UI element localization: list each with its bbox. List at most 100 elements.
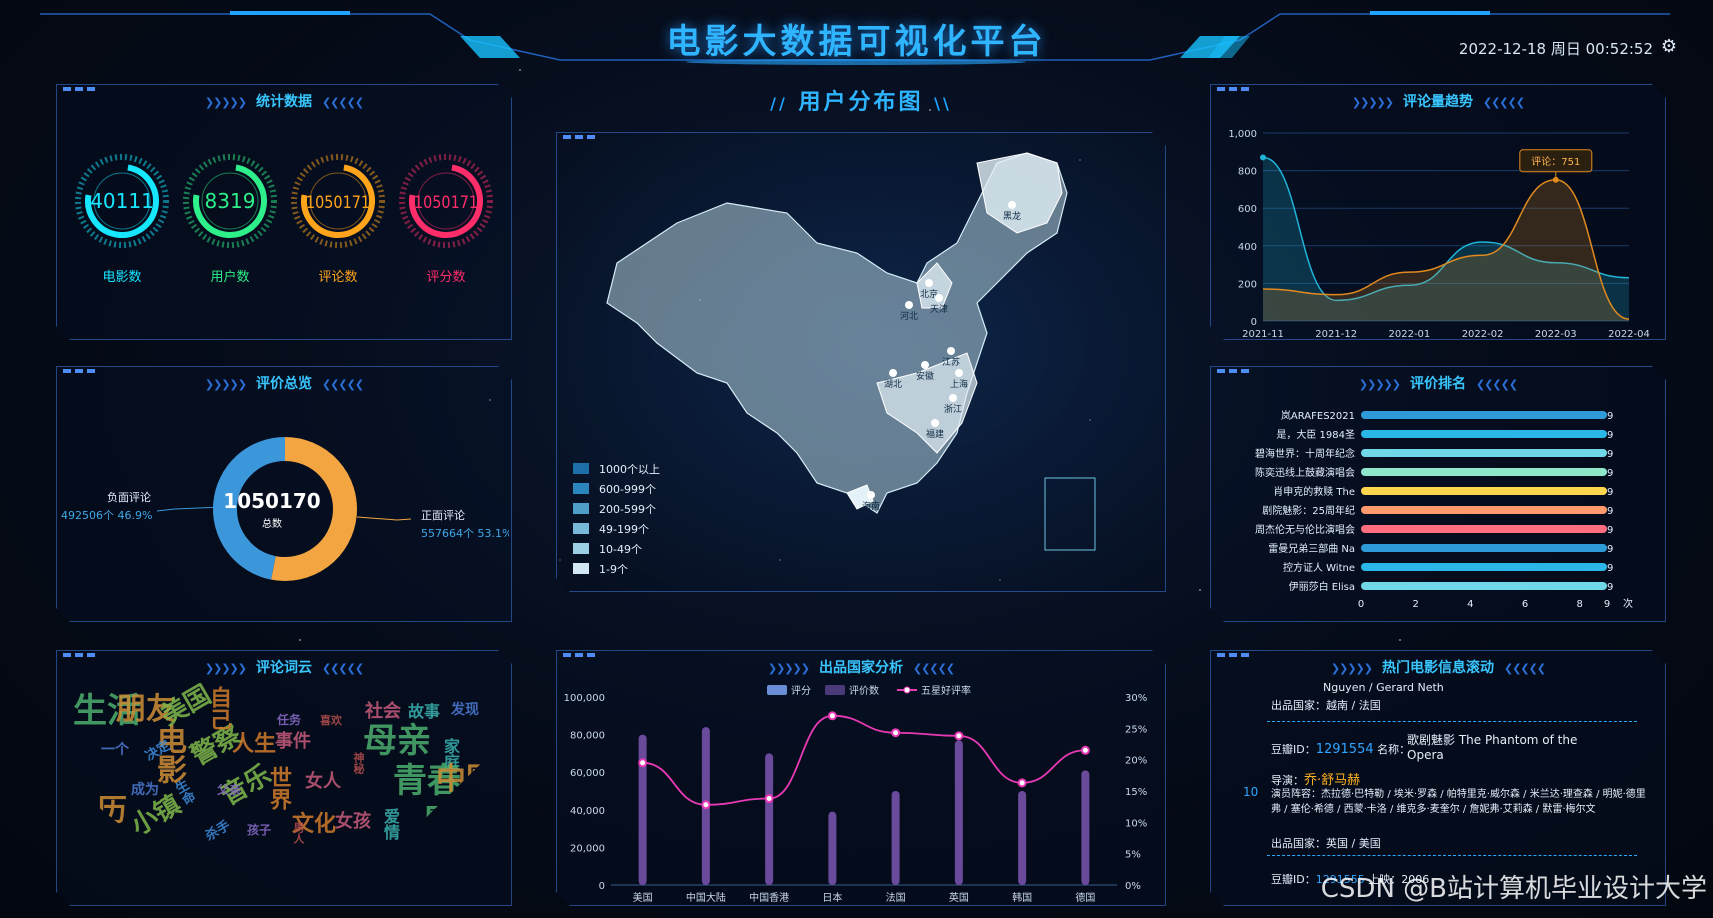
movie-cast: 演员阵容：杰拉德·巴特勒 / 埃米·罗森 / 帕特里克·威尔森 / 米兰达·理查… xyxy=(1271,789,1646,815)
stats-panel: ❯❯❯❯❯ 统计数据 ❮❮❮❮❮ 40111 电影数 8319 用户数 1050171 评论数… xyxy=(56,84,512,340)
country-rate-point xyxy=(1082,747,1089,754)
country-analysis-panel: ❯❯❯❯❯ 出品国家分析 ❮❮❮❮❮ 100,000 80,000 60,000 40,0… xyxy=(556,650,1166,906)
cloud-word: 朋友 xyxy=(116,692,176,727)
country-x-tick: 中国大陆 xyxy=(686,891,726,904)
country-bar xyxy=(765,753,773,885)
word-cloud-title: 评论词云 xyxy=(256,660,312,676)
rank-bar xyxy=(1361,487,1607,495)
comment-trend-title: 评论量趋势 xyxy=(1403,94,1473,110)
cloud-word: 喜欢 xyxy=(320,714,342,727)
country-x-tick: 英国 xyxy=(949,891,969,904)
review-overview-panel: ❯❯❯❯❯ 评价总览 ❮❮❮❮❮ 1050170 总数 负面评论 492506个 4… xyxy=(56,366,512,622)
trend-x-tick: 2022-03 xyxy=(1535,329,1577,340)
map-city-dot xyxy=(947,347,955,355)
rank-x-tick: 8 xyxy=(1576,599,1582,610)
country-legend-label: 评分 xyxy=(791,685,811,697)
cloud-word: 社会 xyxy=(365,701,401,722)
header-frame xyxy=(40,11,1670,65)
trend-y-tick: 600 xyxy=(1238,204,1257,215)
map-city-dot xyxy=(935,294,943,302)
country-left-tick: 60,000 xyxy=(570,768,605,779)
stats-gauges: 40111 电影数 8319 用户数 1050171 评论数 1050171 评分数 xyxy=(57,85,513,341)
cloud-word: 母亲 xyxy=(363,721,431,761)
cloud-word: 中国 xyxy=(436,762,493,797)
movie-country: 出品国家：英国 / 美国 xyxy=(1271,837,1381,850)
trend-tooltip-box xyxy=(1520,150,1592,172)
trend-x-tick: 2021-12 xyxy=(1315,329,1357,340)
map-city-label: 黑龙 xyxy=(1003,210,1021,222)
gauge-label: 用户数 xyxy=(210,269,249,285)
rating-rank-chart: 岚ARAFES2021 9 是，大臣 1984圣 9 碧海世界：十周年纪念 9 陈奕迅线上鼓… xyxy=(1211,367,1667,623)
negative-label: 负面评论 xyxy=(107,491,151,504)
gauge-label: 电影数 xyxy=(102,270,141,285)
map-city-dot xyxy=(949,394,957,402)
trend-area xyxy=(1263,157,1629,321)
cloud-word: 电影 xyxy=(151,724,186,784)
word-cloud-panel: ❯❯❯❯❯ 评论词云 ❮❮❮❮❮ 生活 电影 音乐 文化 社会 家庭 成为 杀手 任务 神秘 感情 朋友警… xyxy=(56,650,512,906)
country-legend-dot xyxy=(904,687,910,693)
trend-y-tick: 400 xyxy=(1238,242,1257,253)
word-cloud: 生活 电影 音乐 文化 社会 家庭 成为 杀手 任务 神秘 感情 朋友 警察 世界 女孩 故事 一个 生命 孩子 喜欢… xyxy=(73,683,493,855)
cloud-word: 任务 xyxy=(277,713,302,727)
rank-bar xyxy=(1361,411,1607,419)
rank-value: 9 xyxy=(1607,544,1613,555)
trend-x-tick: 2022-04 xyxy=(1608,329,1650,340)
rank-value: 9 xyxy=(1607,582,1613,593)
country-rate-point xyxy=(829,712,836,719)
map-city-dot xyxy=(867,491,875,499)
rank-bar xyxy=(1361,563,1607,571)
trend-x-tick: 2022-01 xyxy=(1389,329,1431,340)
country-right-tick: 30% xyxy=(1125,693,1147,704)
country-analysis-chart: 100,000 80,000 60,000 40,000 20,000 0 30% 25% 20… xyxy=(557,651,1167,907)
rank-label: 岚ARAFES2021 xyxy=(1281,410,1355,422)
cloud-word: 爱情 xyxy=(381,808,400,840)
rank-x-tick: 9 xyxy=(1604,599,1610,610)
country-left-tick: 20,000 xyxy=(570,843,605,854)
gauge-inner-ring xyxy=(202,173,258,229)
trend-x-tick: 2022-02 xyxy=(1462,329,1504,340)
positive-leader-line xyxy=(357,517,411,520)
country-x-tick: 美国 xyxy=(633,891,653,904)
rank-label: 雷曼兄弟三部曲 Na xyxy=(1268,542,1355,555)
positive-label: 正面评论 xyxy=(421,509,465,522)
hot-movies-panel: ❯❯❯❯❯ 热门电影信息滚动 ❮❮❮❮❮ Nguyen / Gerard Neth … xyxy=(1210,650,1666,906)
gauge-inner-ring xyxy=(418,173,474,229)
map-legend-swatch xyxy=(573,563,589,574)
rank-bar xyxy=(1361,449,1607,457)
country-x-tick: 法国 xyxy=(886,891,906,904)
donut-negative-slice xyxy=(225,449,285,568)
cloud-word: 人生 xyxy=(232,732,277,757)
trend-y-tick: 1,000 xyxy=(1228,129,1257,140)
movie-name: 歌剧魅影 The Phantom of the Opera xyxy=(1407,733,1578,762)
gauge-arc xyxy=(299,162,378,241)
country-right-tick: 25% xyxy=(1125,724,1147,735)
rank-x-tick: 6 xyxy=(1522,599,1528,610)
country-rate-point xyxy=(702,801,709,808)
cloud-word: 女人 xyxy=(305,771,341,792)
trend-y-tick: 800 xyxy=(1238,167,1257,178)
map-city-label: 天津 xyxy=(930,304,948,315)
gauge-tick-ring xyxy=(294,157,382,245)
map-legend-label: 10-49个 xyxy=(599,543,642,556)
map-city-dot xyxy=(1008,201,1016,209)
rank-value: 9 xyxy=(1607,468,1613,479)
movie-director: 导演：乔·舒马赫 xyxy=(1271,773,1361,788)
country-right-tick: 0% xyxy=(1125,881,1141,892)
rating-rank-title: 评价排名 xyxy=(1410,376,1466,392)
country-bar xyxy=(639,735,647,885)
map-city-label: 湖北 xyxy=(884,379,902,390)
map-legend-label: 1-9个 xyxy=(599,563,628,576)
gauge-value: 1050171 xyxy=(414,193,478,213)
country-x-tick: 中国香港 xyxy=(749,891,789,904)
map-legend-label: 1000个以上 xyxy=(599,463,660,476)
map-city-label: 海南 xyxy=(862,500,880,512)
movie-rank: 10 xyxy=(1243,785,1259,799)
rank-bar xyxy=(1361,525,1607,533)
map-legend-label: 200-599个 xyxy=(599,503,656,516)
donut-total: 1050170 xyxy=(223,489,321,513)
cloud-word: 历史 xyxy=(91,794,126,854)
gear-icon[interactable]: ⚙ xyxy=(1660,36,1677,57)
hot-movies-title: 热门电影信息滚动 xyxy=(1382,660,1494,676)
map-legend-swatch xyxy=(573,523,589,534)
